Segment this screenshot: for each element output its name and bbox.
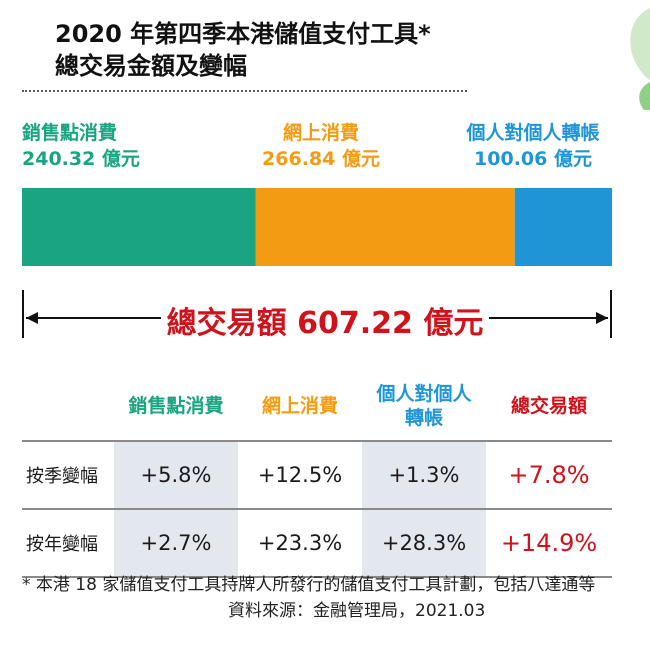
segment-name: 網上消費	[282, 122, 359, 144]
chart-title: 2020 年第四季本港儲值支付工具* 總交易金額及變幅	[55, 18, 431, 82]
segment-value: 100.06 億元	[474, 148, 592, 170]
header-p2p-line-2: 轉帳	[404, 407, 443, 429]
header-p2p-line-1: 個人對個人	[376, 383, 472, 405]
segment-name: 個人對個人轉帳	[466, 122, 600, 144]
segment-value: 266.84 億元	[262, 148, 380, 170]
table-row: 按年變幅 +2.7% +23.3% +28.3% +14.9%	[22, 508, 612, 578]
segment-name: 銷售點消費	[22, 122, 118, 144]
header-pos: 銷售點消費	[128, 395, 224, 417]
segment-value: 240.32 億元	[22, 148, 140, 170]
bar-segment-online	[255, 188, 515, 266]
header-p2p: 個人對個人 轉帳	[362, 372, 486, 441]
chart-title-line-2: 總交易金額及變幅	[55, 52, 247, 80]
segment-label-pos: 銷售點消費 240.32 億元	[22, 120, 140, 172]
cell-online: +23.3%	[238, 508, 362, 578]
bar-segment-pos	[22, 188, 256, 266]
cell-p2p: +28.3%	[362, 508, 486, 578]
row-label: 按季變幅	[22, 440, 114, 509]
segment-label-online: 網上消費 266.84 億元	[246, 120, 396, 172]
cell-total: +7.8%	[486, 440, 612, 509]
header-empty	[22, 372, 114, 441]
header-online: 網上消費	[261, 395, 338, 417]
row-label: 按年變幅	[22, 508, 114, 578]
bar-segment-p2p	[514, 188, 612, 266]
footnote: * 本港 18 家儲值支付工具持牌人所發行的儲值支付工具計劃，包括八達通等 資料…	[22, 572, 622, 621]
title-divider	[22, 90, 467, 92]
chart-title-line-1: 2020 年第四季本港儲值支付工具*	[55, 20, 431, 48]
table-row: 按季變幅 +5.8% +12.5% +1.3% +7.8%	[22, 440, 612, 509]
cell-total: +14.9%	[486, 508, 612, 578]
footnote-note: * 本港 18 家儲值支付工具持牌人所發行的儲值支付工具計劃，包括八達通等	[22, 575, 596, 595]
segment-label-p2p: 個人對個人轉帳 100.06 億元	[450, 120, 616, 172]
leaf-decoration-icon	[630, 8, 650, 110]
cell-pos: +2.7%	[114, 508, 238, 578]
footnote-source: 資料來源：金融管理局，2021.03	[228, 601, 486, 621]
cell-online: +12.5%	[238, 440, 362, 509]
header-total: 總交易額	[510, 395, 587, 417]
table-header-row: 銷售點消費 網上消費 個人對個人 轉帳 總交易額	[22, 372, 612, 441]
cell-pos: +5.8%	[114, 440, 238, 509]
change-table: 銷售點消費 網上消費 個人對個人 轉帳 總交易額 按季變幅 +5.8% +12.…	[22, 372, 612, 578]
total-label: 總交易額 607.22 億元	[0, 298, 650, 342]
total-value-label: 總交易額 607.22 億元	[160, 306, 490, 341]
stacked-bar	[22, 188, 612, 266]
cell-p2p: +1.3%	[362, 440, 486, 509]
